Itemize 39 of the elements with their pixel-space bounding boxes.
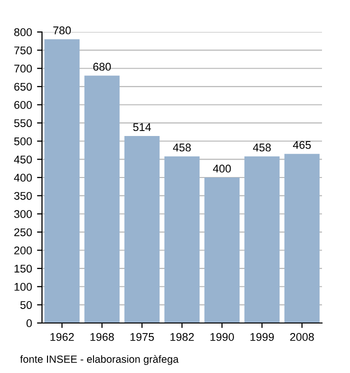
x-tick-label: 2008: [290, 333, 314, 341]
x-tick-label: 1962: [50, 333, 74, 341]
y-tick-label: 550: [14, 119, 32, 128]
y-tick-label: 350: [14, 192, 32, 200]
y-tick-label: 600: [14, 101, 32, 109]
bar: [204, 178, 240, 323]
x-tick-label: 1968: [90, 333, 114, 341]
y-tick-label: 50: [20, 301, 32, 309]
y-tick-label: 300: [14, 210, 32, 218]
y-tick-label: 750: [14, 46, 32, 54]
y-tick-label: 400: [14, 174, 32, 182]
data-label: 780: [53, 26, 71, 34]
y-tick-label: 650: [14, 82, 32, 91]
y-tick-label: 500: [14, 137, 32, 146]
y-tick-label: 450: [14, 156, 32, 164]
x-tick-label: 1999: [250, 333, 274, 341]
source-note: fonte INSEE - elaborasion gràfega: [20, 355, 179, 365]
y-tick-label: 0: [26, 319, 32, 328]
bar: [284, 154, 320, 323]
y-tick-label: 150: [14, 264, 32, 273]
bar: [44, 39, 80, 323]
data-label: 465: [292, 141, 311, 149]
y-tick-label: 800: [14, 28, 32, 36]
bar: [164, 156, 200, 323]
data-label: 458: [172, 144, 191, 152]
y-tick-label: 700: [14, 64, 32, 73]
x-tick-label: 1982: [170, 333, 194, 341]
bar: [244, 156, 280, 323]
data-label: 680: [93, 62, 111, 71]
y-tick-label: 250: [14, 228, 32, 236]
y-tick-label: 100: [14, 282, 32, 291]
data-label: 400: [212, 164, 231, 173]
data-label: 458: [252, 144, 271, 152]
bar: [124, 136, 160, 323]
bar: [84, 76, 120, 323]
y-tick-label: 200: [14, 246, 32, 254]
data-label: 514: [133, 123, 151, 132]
x-tick-label: 1990: [210, 333, 234, 341]
x-tick-label: 1975: [130, 333, 154, 341]
